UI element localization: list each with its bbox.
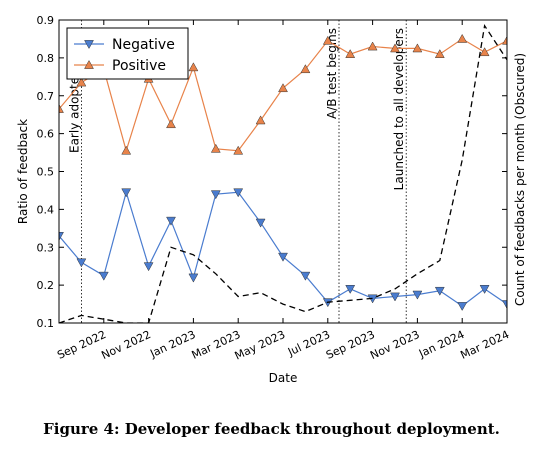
positive-point [322,35,333,45]
y-tick-label: 0.7 [37,90,55,103]
x-axis-title: Date [269,371,298,385]
series-group [59,23,507,323]
x-tick-label: Jan 2024 [416,328,466,361]
y-axis-title: Ratio of feedback [16,119,30,224]
positive-point [412,43,423,53]
positive-point [457,33,468,43]
positive-point [502,35,507,45]
negative-point [345,285,356,294]
positive-point [367,41,378,51]
negative-point [121,188,132,198]
negative-legend-label: Negative [112,37,175,53]
negative-point [98,271,109,281]
negative-point [390,292,400,302]
positive-point [434,49,445,58]
y-tick-label: 0.1 [37,317,55,330]
positive-point [166,119,176,129]
event-label: A/B test begins [325,28,339,119]
positive-point [255,115,266,125]
positive-point [233,145,244,155]
x-tick-label: May 2023 [233,328,288,363]
positive-point [210,143,221,153]
legend: Negative Positive [66,27,189,80]
negative-point [76,258,87,268]
positive-point [188,62,199,72]
plot-area: Early adopter launch A/B test begins Launc… [37,14,512,363]
x-tick-label: Nov 2022 [99,328,153,362]
negative-point [59,232,64,241]
y-tick-label: 0.5 [37,166,55,179]
secondary-y-axis-title: Count of feedbacks per month (Obscured) [513,53,527,306]
x-tick-label: Jan 2023 [147,328,197,361]
y-tick-label: 0.9 [37,14,55,27]
y-tick-label: 0.8 [37,52,55,65]
positive-point [278,83,288,93]
negative-point [479,285,490,294]
negative-point [502,300,507,310]
positive-legend-marker [84,59,94,69]
x-tick-label: Sep 2023 [324,328,377,362]
negative-point [434,286,445,296]
negative-point [143,262,154,272]
positive-point [59,103,64,113]
negative-point [278,252,288,262]
negative-point [188,273,199,283]
obscured-count-line [59,23,507,323]
negative-point [412,290,423,300]
negative-point [300,271,311,281]
x-tick-label: Sep 2022 [55,328,108,362]
positive-point [479,47,490,57]
positive-point [345,49,356,58]
x-tick-label: Nov 2023 [368,328,422,362]
negative-legend-marker [84,40,94,50]
negative-point [233,188,244,198]
legend-box [66,27,189,80]
y-tick-label: 0.3 [37,241,55,254]
positive-point [300,64,311,74]
x-tick-label: Mar 2024 [458,328,511,362]
positive-point [76,77,87,87]
y-tick-label: 0.2 [37,279,55,292]
positive-point [121,145,132,155]
y-tick-label: 0.6 [37,128,55,141]
negative-point [166,216,176,226]
y-tick-label: 0.4 [37,203,55,216]
figure-caption: Figure 4: Developer feedback throughout … [43,420,500,438]
negative-point [255,218,266,228]
negative-point [210,190,221,200]
positive-legend-label: Positive [112,58,166,74]
negative-point [457,302,468,312]
feedback-chart: Early adopter launch A/B test begins Launc… [16,14,527,385]
event-label: Launched to all developers [392,28,406,190]
positive-point [390,43,400,53]
